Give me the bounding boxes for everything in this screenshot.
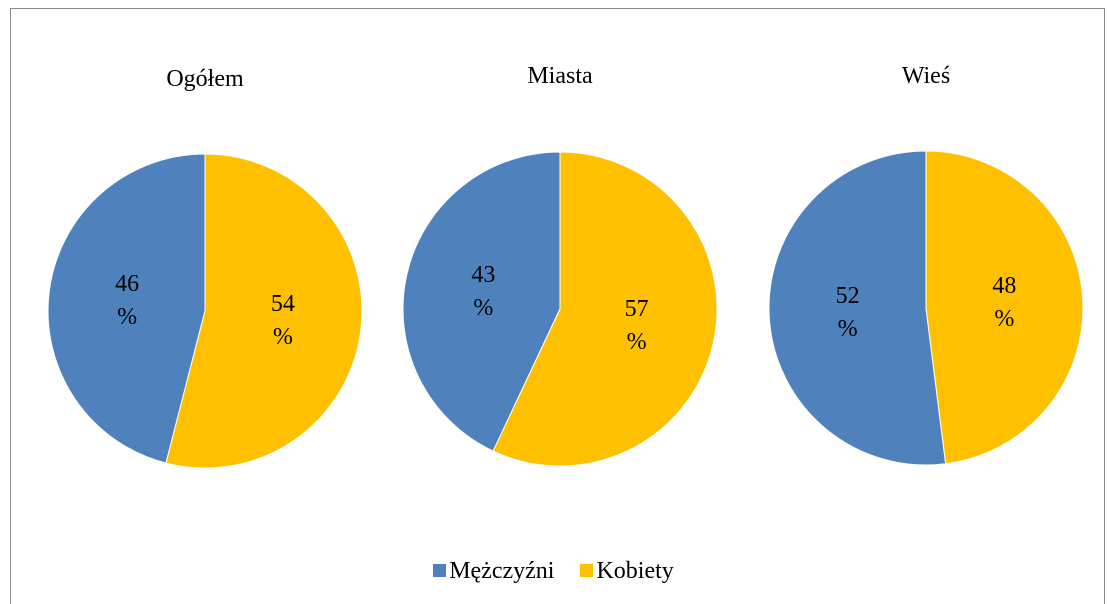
legend-label: Kobiety <box>596 558 674 584</box>
pie-slice <box>165 153 363 469</box>
value-label: 57 % <box>624 296 649 356</box>
legend-label: Mężczyźni <box>449 558 555 584</box>
value-label: 46 % <box>115 271 140 331</box>
pie-title: Miasta <box>527 63 593 89</box>
pie-slice <box>492 151 718 467</box>
legend-item: Kobiety <box>580 558 674 584</box>
pie-title: Ogółem <box>166 66 244 92</box>
pie-slice <box>47 153 206 464</box>
legend-marker <box>433 564 447 577</box>
value-label: 43 % <box>471 261 496 321</box>
legend: Mężczyźni Kobiety <box>0 558 1107 585</box>
pie-title: Wieś <box>901 63 951 89</box>
value-label: 48 % <box>992 273 1017 333</box>
pie-slice <box>925 150 1084 465</box>
chart-frame <box>10 8 1105 604</box>
value-label: 52 % <box>835 282 860 342</box>
legend-marker <box>580 564 594 577</box>
legend-item: Mężczyźni <box>433 558 554 584</box>
pie-slice <box>402 151 561 452</box>
value-label: 54 % <box>270 290 295 350</box>
pie-slice <box>768 150 947 466</box>
